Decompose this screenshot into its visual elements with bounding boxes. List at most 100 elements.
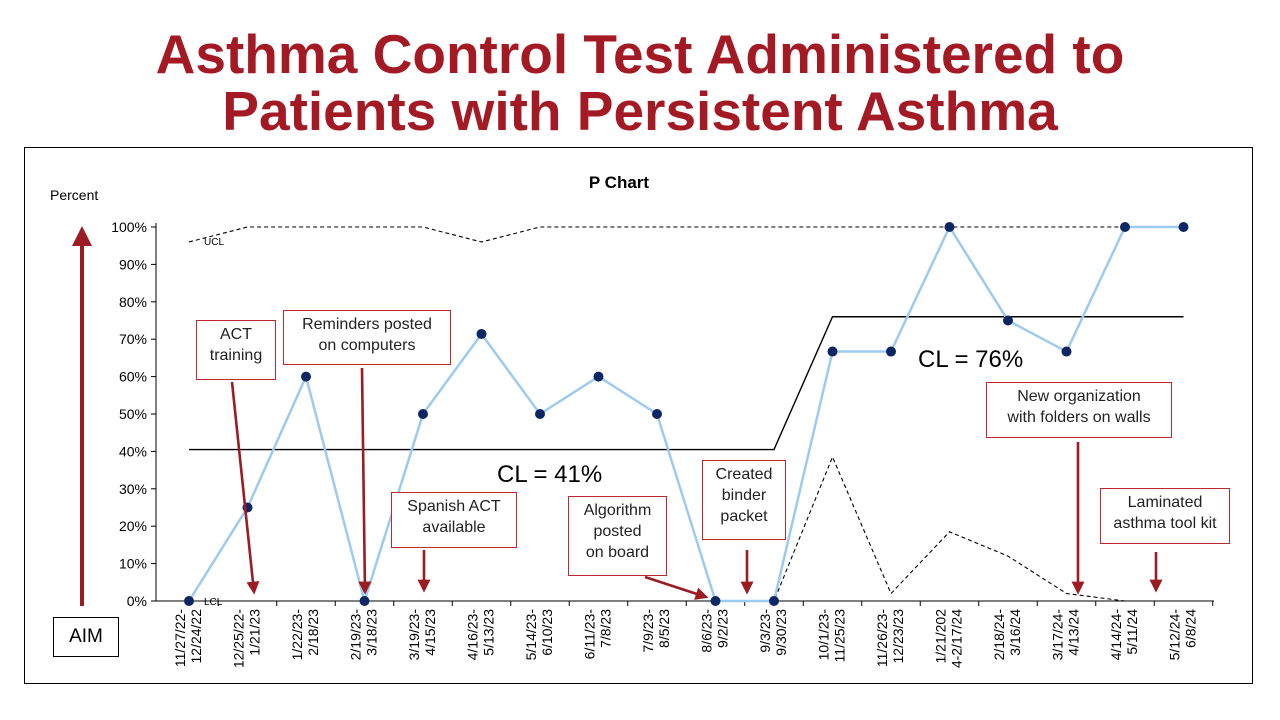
x-tick-label-line: 4-2/17/24 (949, 609, 965, 668)
data-point (827, 346, 838, 357)
annotation-line: training (209, 347, 263, 364)
x-tick-label: 2/19/23- 3/18/23 (348, 609, 380, 661)
annotation-spanish-act: Spanish ACT available (391, 492, 517, 548)
x-tick-label-line: 1/21/23 (247, 609, 263, 656)
y-tick-label: 40% (119, 443, 147, 459)
x-tick-label-line: 9/3/23- (757, 609, 773, 653)
x-tick-label: 2/18/24- 3/16/24 (991, 609, 1023, 661)
data-point (1061, 346, 1072, 357)
x-tick-label: 10/1/23- 11/25/23 (816, 609, 848, 663)
x-tick-label-line: 11/27/22- (172, 609, 188, 667)
ucl-line (188, 226, 1184, 243)
chart-frame (24, 147, 1253, 684)
annotation-act-training: ACT training (196, 320, 276, 380)
page-title-line-1: Asthma Control Test Administered to (155, 23, 1125, 85)
data-point (184, 596, 194, 606)
x-tick-label: 6/11/23- 7/8/23 (582, 609, 614, 660)
annotation-laminated: Laminated asthma tool kit (1100, 488, 1230, 544)
x-tick-label-line: 9/30/23 (773, 609, 789, 656)
annotation-line: binder (721, 487, 767, 504)
y-tick-label: 80% (119, 294, 147, 310)
x-tick-label-line: 8/6/23- (699, 609, 715, 653)
annotation-line: New organization (1017, 388, 1141, 405)
annotation-line: Laminated (1127, 494, 1203, 511)
y-tick-label: 30% (119, 481, 147, 497)
annotation-line: ACT (220, 326, 252, 343)
annotation-line: Spanish ACT (407, 498, 501, 515)
y-tick-label: 20% (119, 518, 147, 534)
y-tick-label: 0% (127, 593, 147, 609)
annotation-line: on computers (318, 337, 416, 354)
x-tick-label-line: 3/18/23 (364, 609, 380, 656)
x-tick-label-line: 4/15/23 (422, 609, 438, 656)
x-tick-label-line: 12/25/22- (231, 609, 247, 668)
x-tick-label-line: 11/25/23 (832, 609, 848, 663)
y-axis-label: Percent (50, 187, 99, 203)
x-tick-label-line: 2/19/23- (348, 609, 364, 661)
center-line-label-1: CL = 41% (497, 461, 603, 488)
x-tick-label-line: 6/10/23 (539, 609, 555, 656)
x-tick-label-line: 5/14/23- (523, 609, 539, 661)
data-point (418, 409, 428, 419)
data-point (710, 596, 721, 606)
annotation-line: packet (720, 508, 768, 525)
x-tick-label-line: 4/13/24 (1066, 609, 1082, 656)
x-tick-label-line: 12/24/22 (188, 609, 204, 664)
chart-title: P Chart (588, 173, 650, 192)
y-tick-label: 100% (111, 219, 147, 235)
annotation-line: Created (715, 466, 773, 483)
x-tick-label-line: 9/2/23 (715, 609, 731, 648)
ucl-label: UCL (204, 237, 224, 248)
annotation-line: with folders on walls (1007, 409, 1151, 426)
data-point (1003, 315, 1013, 326)
data-point (535, 409, 545, 419)
data-point (476, 328, 487, 339)
x-tick-label-line: 3/17/24- (1050, 609, 1066, 661)
y-tick-label: 50% (119, 406, 147, 422)
x-tick-label: 11/26/23- 12/23/23 (874, 609, 906, 667)
x-tick-label-line: 2/18/23 (305, 609, 321, 656)
x-tick-label-line: 10/1/23- (816, 609, 832, 661)
x-tick-label-line: 6/11/23- (582, 609, 598, 660)
x-tick-label-line: 2/18/24- (991, 609, 1007, 661)
series-line (187, 224, 1184, 606)
annotation-binder: Created binder packet (702, 460, 786, 540)
x-tick-label-line: 8/5/23 (656, 609, 672, 648)
x-tick-label: 4/16/23- 5/13/23 (465, 609, 497, 661)
annotation-line: available (422, 519, 486, 536)
x-tick-label-line: 5/13/23 (481, 609, 497, 656)
x-tick-label: 4/14/24- 5/11/24 (1108, 609, 1140, 661)
x-tick-label-line: 3/16/24 (1007, 609, 1023, 656)
x-tick-label-line: 6/8/24 (1183, 609, 1199, 648)
annotation-line: asthma tool kit (1113, 515, 1217, 532)
x-tick-label-line: 3/19/23- (406, 609, 422, 661)
x-tick-label: 9/3/23- 9/30/23 (757, 609, 789, 656)
data-point (652, 409, 662, 419)
x-tick-label: 3/19/23- 4/15/23 (406, 609, 438, 661)
data-point (769, 596, 779, 606)
x-tick-label: 1/22/23- 2/18/23 (289, 609, 321, 661)
x-tick-label-line: 5/11/24 (1124, 609, 1140, 655)
annotation-line: posted (593, 523, 642, 540)
annotation-line: on board (585, 544, 650, 561)
x-tick-label-line: 7/8/23 (598, 609, 614, 648)
aim-label: AIM (53, 617, 119, 657)
annotation-new-organization: New organization with folders on walls (986, 382, 1172, 438)
data-point (1120, 222, 1130, 232)
y-tick-label: 10% (119, 556, 147, 572)
data-point (886, 346, 896, 357)
annotation-algorithm: Algorithm posted on board (568, 496, 667, 576)
y-tick-label: 70% (119, 331, 147, 347)
x-tick-label: 11/27/22- 12/24/22 (172, 609, 204, 667)
annotation-reminders: Reminders posted on computers (283, 310, 451, 365)
lcl-label: LCL (204, 597, 223, 608)
x-tick-label: 1/21/202 4-2/17/24 (933, 609, 965, 668)
data-point (301, 371, 311, 382)
x-tick-label-line: 5/12/24- (1167, 609, 1183, 661)
lcl-line (189, 455, 1184, 602)
x-tick-label-line: 1/21/202 (933, 609, 949, 664)
x-tick-label: 12/25/22- 1/21/23 (231, 609, 263, 668)
data-point (1178, 222, 1189, 232)
x-tick-label: 5/12/24- 6/8/24 (1167, 609, 1199, 661)
